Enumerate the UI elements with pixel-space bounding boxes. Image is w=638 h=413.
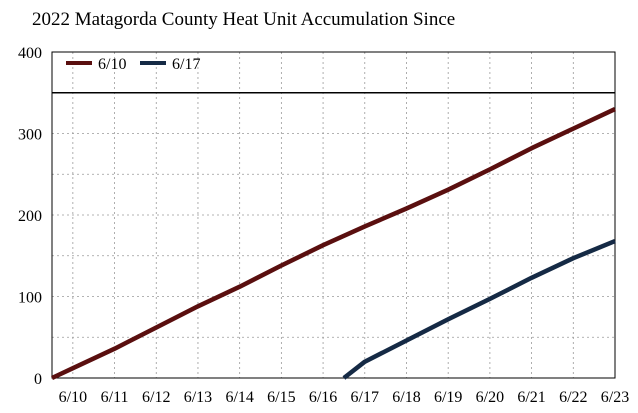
legend: 6/10 6/17 — [66, 56, 200, 73]
x-tick-label: 6/21 — [517, 389, 545, 406]
grid — [52, 52, 616, 378]
x-tick-label: 6/14 — [225, 389, 253, 406]
x-tick-label: 6/20 — [476, 389, 504, 406]
legend-label-6-10: 6/10 — [98, 56, 126, 73]
x-tick-label: 6/23 — [601, 389, 629, 406]
x-tick-label: 6/19 — [434, 389, 462, 406]
x-axis-tick-labels: 6/10 6/11 6/12 6/13 6/14 6/15 6/16 6/17 6/18 6/19… — [59, 389, 630, 406]
series-line-6-17 — [342, 239, 616, 380]
y-tick-label: 0 — [34, 371, 42, 388]
x-tick-label: 6/15 — [267, 389, 295, 406]
series-lines — [51, 107, 616, 381]
y-tick-label: 200 — [18, 208, 42, 225]
series-line-6-10 — [51, 107, 616, 381]
x-tick-label: 6/18 — [392, 389, 420, 406]
y-tick-label: 400 — [18, 45, 42, 62]
x-tick-label: 6/16 — [309, 389, 337, 406]
y-tick-label: 100 — [18, 290, 42, 307]
x-tick-label: 6/17 — [351, 389, 379, 406]
x-tick-label: 6/10 — [59, 389, 87, 406]
chart-title: 2022 Matagorda County Heat Unit Accumula… — [32, 9, 455, 30]
legend-label-6-17: 6/17 — [172, 56, 200, 73]
y-tick-label: 300 — [18, 127, 42, 144]
y-axis-tick-labels: 0 100 200 300 400 — [18, 45, 42, 388]
plot-frame — [51, 51, 616, 379]
x-tick-label: 6/22 — [559, 389, 587, 406]
x-tick-label: 6/12 — [142, 389, 170, 406]
x-tick-label: 6/11 — [101, 389, 129, 406]
x-tick-label: 6/13 — [184, 389, 212, 406]
